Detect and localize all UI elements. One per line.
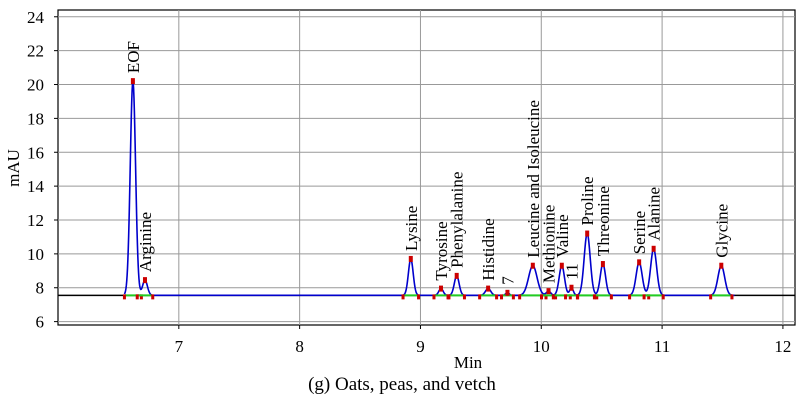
peak-label: 7 (498, 276, 517, 285)
chromatogram-trace (123, 80, 735, 297)
peak-end-marker (661, 294, 665, 300)
peak-apex-marker (585, 230, 590, 237)
peak-start-marker (592, 294, 596, 300)
peak-apex-marker (142, 277, 147, 284)
peak-label: Methionine (540, 205, 559, 283)
peak-label: Valine (553, 214, 572, 257)
peak-apex-marker (505, 289, 510, 296)
peak-label: Lysine (402, 206, 421, 251)
peak-apex-marker (600, 261, 605, 268)
peak-apex-marker (130, 78, 135, 85)
trace-layer (123, 80, 735, 297)
peak-label: Alanine (645, 187, 664, 241)
peak-end-marker (511, 294, 515, 300)
y-tick-label: 18 (27, 109, 44, 128)
peak-label: Glycine (712, 204, 731, 258)
peak-start-marker (447, 294, 451, 300)
peak-end-marker (495, 294, 499, 300)
peak-label: Leucine and Isoleucine (524, 100, 543, 258)
peak-start-marker (628, 294, 632, 300)
peak-start-marker (564, 294, 568, 300)
peak-label: Threonine (594, 186, 613, 256)
peak-end-marker (139, 294, 143, 300)
peak-end-marker (544, 294, 548, 300)
peak-label: Arginine (136, 212, 155, 272)
chromatogram-chart: 7 8 9 10 11 12 6 8 10 12 14 16 18 20 22 24 EOF Arginine… (4, 8, 796, 372)
y-tick-label: 12 (27, 211, 44, 230)
x-tick-label: 10 (533, 337, 550, 356)
peak-label: 11 (563, 263, 582, 279)
y-tick-label: 6 (36, 313, 45, 332)
peak-end-marker (568, 294, 572, 300)
peak-end-marker (730, 294, 734, 300)
peak-start-marker (709, 294, 713, 300)
figure-caption: (g) Oats, peas, and vetch (308, 374, 496, 395)
peak-start-marker (540, 294, 544, 300)
y-tick-label: 10 (27, 245, 44, 264)
y-tick-label: 20 (27, 76, 44, 95)
y-tick-label: 22 (27, 42, 44, 61)
grid-lines (58, 10, 795, 325)
peak-end-marker (554, 294, 558, 300)
y-axis-ticks: 6 8 10 12 14 16 18 20 22 24 (27, 8, 58, 332)
peak-end-marker (595, 294, 599, 300)
peak-end-marker (417, 294, 421, 300)
peak-end-marker (151, 294, 155, 300)
peak-label: Proline (578, 176, 597, 225)
x-axis-ticks: 7 8 9 10 11 12 (175, 325, 791, 356)
peak-start-marker (478, 294, 482, 300)
peak-apex-marker (438, 285, 443, 292)
peak-label: Histidine (479, 218, 498, 280)
peak-start-marker (432, 294, 436, 300)
peak-apex-marker (486, 285, 491, 292)
peak-label: Tyrosine (432, 221, 451, 280)
x-tick-label: 12 (774, 337, 791, 356)
plot-area (57, 9, 796, 326)
peak-start-marker (500, 294, 504, 300)
peak-start-marker (642, 294, 646, 300)
peak-apex-marker (546, 288, 551, 295)
peak-apex-marker (651, 245, 656, 252)
y-tick-label: 24 (27, 8, 45, 27)
peak-start-marker (518, 294, 522, 300)
x-tick-label: 7 (175, 337, 184, 356)
x-tick-label: 9 (416, 337, 425, 356)
peak-apex-marker (454, 272, 459, 279)
peak-start-marker (551, 294, 555, 300)
peak-end-marker (609, 294, 613, 300)
y-tick-label: 8 (36, 279, 45, 298)
peak-end-marker (462, 294, 466, 300)
x-tick-label: 11 (654, 337, 670, 356)
x-axis-title: Min (454, 353, 483, 372)
peak-start-marker (122, 294, 126, 300)
peak-apex-marker (408, 255, 413, 262)
peak-start-marker (576, 294, 580, 300)
y-tick-label: 16 (27, 143, 44, 162)
peak-apex-marker (719, 262, 724, 269)
peak-markers (122, 78, 734, 300)
peak-start-marker (401, 294, 405, 300)
peak-apex-marker (559, 262, 564, 269)
y-axis-title: mAU (4, 149, 23, 187)
peak-label: Phenylalanine (448, 172, 467, 268)
peak-start-marker (135, 294, 139, 300)
peak-apex-marker (569, 284, 574, 291)
peak-apex-marker (637, 259, 642, 266)
y-tick-label: 14 (27, 177, 45, 196)
peak-label: Serine (630, 211, 649, 254)
peak-apex-marker (530, 262, 535, 269)
x-tick-label: 8 (295, 337, 304, 356)
peak-label: EOF (124, 41, 143, 73)
peak-end-marker (647, 294, 651, 300)
